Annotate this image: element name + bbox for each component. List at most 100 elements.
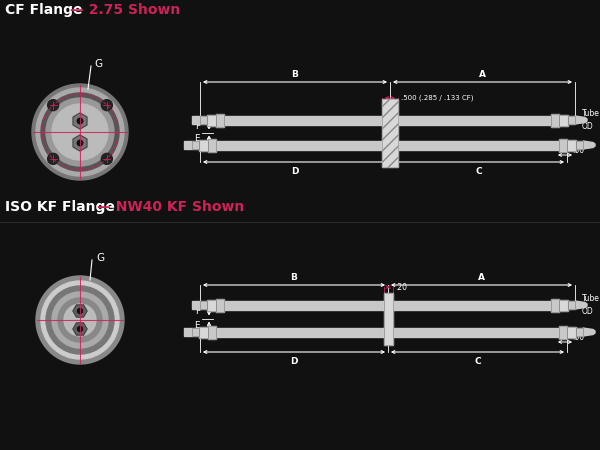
Circle shape (32, 84, 128, 180)
Bar (559, 139, 567, 152)
Bar (567, 140, 576, 150)
Text: Tube: Tube (582, 294, 600, 303)
Text: G: G (94, 59, 102, 69)
Bar (216, 140, 382, 149)
Bar (199, 327, 208, 338)
Bar (192, 301, 200, 309)
Bar (559, 300, 568, 310)
Bar (382, 99, 398, 166)
Bar (192, 141, 199, 149)
Bar (576, 141, 583, 149)
Bar (568, 301, 575, 309)
Polygon shape (583, 328, 595, 336)
Bar (224, 301, 383, 310)
Bar (567, 140, 576, 150)
Bar (559, 300, 568, 310)
Polygon shape (575, 301, 587, 309)
Bar (192, 116, 200, 124)
Text: F: F (195, 307, 200, 316)
Text: ISO KF Flange: ISO KF Flange (5, 200, 115, 214)
Bar (568, 116, 575, 124)
Text: C: C (475, 167, 482, 176)
Circle shape (47, 99, 59, 111)
Polygon shape (73, 305, 87, 317)
Circle shape (64, 304, 96, 336)
Bar (200, 116, 207, 124)
Circle shape (47, 153, 59, 164)
Bar (551, 298, 559, 311)
Bar (192, 328, 199, 336)
Bar (567, 327, 576, 338)
Circle shape (46, 98, 114, 166)
Bar (568, 301, 575, 309)
Bar (383, 292, 392, 345)
Polygon shape (73, 113, 87, 129)
Bar (392, 328, 563, 337)
Bar (576, 141, 583, 149)
Bar (559, 114, 568, 126)
Text: E: E (194, 134, 200, 143)
Circle shape (46, 286, 114, 354)
Bar (392, 301, 563, 310)
Bar (551, 113, 559, 126)
Bar (551, 113, 559, 126)
Bar (559, 114, 568, 126)
Bar (208, 139, 216, 152)
Text: CF Flange: CF Flange (5, 3, 83, 17)
Text: OD: OD (582, 307, 594, 316)
Bar (576, 328, 583, 336)
Bar (551, 298, 559, 311)
Bar (208, 325, 216, 338)
Text: Tube: Tube (582, 109, 600, 118)
Text: G: G (96, 253, 104, 263)
Text: F: F (195, 122, 200, 131)
Circle shape (52, 292, 108, 348)
Bar (184, 141, 192, 149)
Bar (208, 325, 216, 338)
Text: C: C (474, 357, 481, 366)
Bar (398, 140, 563, 149)
Polygon shape (575, 116, 587, 124)
Text: .60: .60 (572, 333, 584, 342)
Text: D: D (290, 357, 298, 366)
Text: — 2.75 Shown: — 2.75 Shown (70, 3, 180, 17)
Bar (200, 116, 207, 124)
Text: — NW40 KF Shown: — NW40 KF Shown (97, 200, 244, 214)
Bar (200, 301, 207, 309)
Bar (398, 116, 563, 125)
Text: .60: .60 (572, 146, 584, 155)
Bar (216, 298, 224, 311)
Polygon shape (73, 135, 87, 151)
Polygon shape (583, 141, 595, 149)
Circle shape (36, 276, 124, 364)
Bar (207, 114, 216, 126)
Bar (224, 116, 382, 125)
Bar (192, 328, 199, 336)
Circle shape (77, 140, 83, 146)
Bar (216, 298, 224, 311)
Bar (208, 139, 216, 152)
Text: .20: .20 (395, 283, 407, 292)
Bar (568, 116, 575, 124)
Text: B: B (290, 273, 298, 282)
Circle shape (77, 309, 83, 314)
Polygon shape (73, 323, 87, 335)
Circle shape (41, 281, 119, 359)
Bar (216, 328, 383, 337)
Bar (184, 328, 192, 336)
Bar (199, 140, 208, 150)
Bar (576, 328, 583, 336)
Text: D: D (291, 167, 299, 176)
Bar (207, 114, 216, 126)
Bar (207, 300, 216, 310)
Bar (216, 113, 224, 126)
Bar (383, 292, 392, 345)
Circle shape (41, 93, 119, 171)
Bar (382, 99, 398, 166)
Circle shape (58, 298, 102, 342)
Text: OD: OD (582, 122, 594, 131)
Circle shape (36, 88, 124, 176)
Bar (559, 325, 567, 338)
Bar (199, 327, 208, 338)
Bar (559, 139, 567, 152)
